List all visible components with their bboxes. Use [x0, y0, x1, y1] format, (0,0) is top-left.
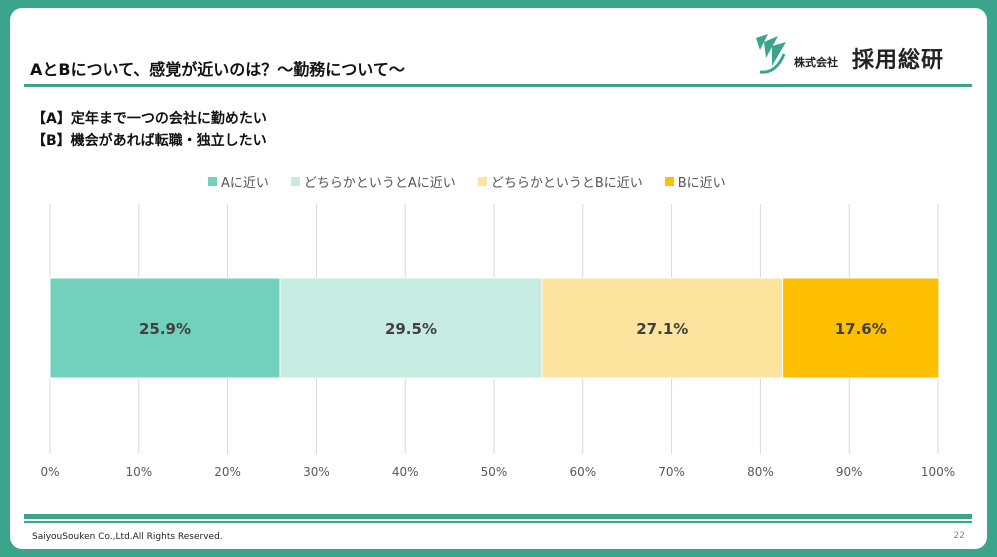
footer-divider	[24, 514, 972, 519]
legend-label: どちらかというとAに近い	[303, 176, 456, 191]
question-a: 【A】定年まで一つの会社に勤めたい	[32, 111, 267, 127]
stacked-bar-chart: 0% 10% 20% 30% 40% 50% 60% 70% 80% 90% 100% 25.9% 29…	[40, 204, 955, 479]
company-logo: 株式会社 採用総研	[750, 32, 980, 80]
legend-label: Bに近い	[677, 176, 726, 191]
x-tick-label: 100%	[921, 465, 955, 479]
page-number: 22	[953, 531, 965, 541]
x-tick-label: 70%	[658, 465, 685, 479]
x-tick-label: 80%	[747, 465, 774, 479]
legend-swatch	[664, 177, 674, 186]
footer-divider-thin	[24, 521, 972, 523]
legend-item-a: Aに近い	[208, 172, 269, 191]
question-b: 【B】機会があれば転職・独立したい	[32, 133, 267, 149]
leaf-swirl-icon	[756, 34, 786, 74]
x-tick-label: 30%	[303, 465, 330, 479]
legend-swatch	[208, 177, 217, 186]
x-tick-label: 50%	[481, 465, 508, 479]
title-divider	[24, 84, 972, 87]
legend-item-b: Bに近い	[664, 172, 726, 191]
slide-title: AとBについて、感覚が近いのは？～勤務について～	[30, 60, 405, 79]
x-tick-label: 0%	[40, 465, 59, 479]
legend-label: Aに近い	[221, 176, 269, 191]
legend-label: どちらかというとBに近い	[490, 176, 643, 191]
slide: AとBについて、感覚が近いのは？～勤務について～ 株式会社 採用総研 【A】定年…	[10, 8, 987, 549]
legend-swatch	[290, 177, 300, 186]
x-tick-label: 60%	[569, 465, 596, 479]
logo-company-name: 採用総研	[852, 48, 945, 73]
bar-segment	[782, 277, 940, 379]
x-tick-label: 40%	[392, 465, 419, 479]
data-label: 29.5%	[385, 320, 437, 338]
logo-company-prefix: 株式会社	[794, 56, 838, 69]
data-label: 17.6%	[835, 320, 887, 338]
data-label: 25.9%	[139, 320, 191, 338]
bar-segment	[49, 277, 281, 379]
bar-segment	[541, 277, 784, 379]
legend-item-rather-a: どちらかというとAに近い	[290, 172, 456, 191]
legend-item-rather-b: どちらかというとBに近い	[477, 172, 643, 191]
data-label: 27.1%	[636, 320, 688, 338]
x-tick-label: 10%	[125, 465, 152, 479]
copyright-text: SaiyouSouken Co.,Ltd.All Rights Reserved…	[32, 532, 223, 542]
bar-segment	[279, 277, 543, 379]
chart-legend: Aに近い どちらかというとAに近い どちらかというとBに近い Bに近い	[208, 172, 726, 191]
x-tick-label: 20%	[214, 465, 241, 479]
legend-swatch	[477, 177, 487, 186]
x-tick-label: 90%	[836, 465, 863, 479]
